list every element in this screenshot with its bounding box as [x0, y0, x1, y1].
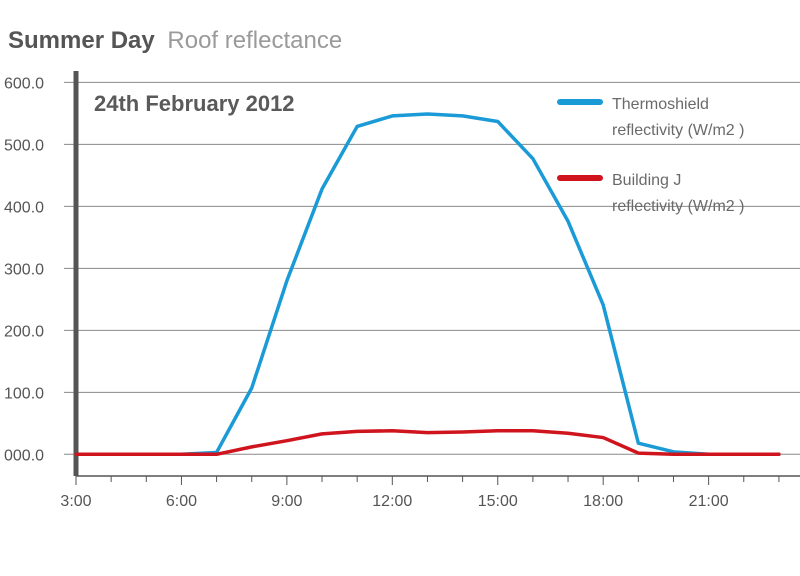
- y-tick-label: 500.0: [4, 137, 44, 154]
- x-axis-ticks: 3:00 6:00 9:00 12:00 15:00 18:00 21:00: [60, 476, 780, 510]
- x-tick-label: 18:00: [583, 493, 623, 510]
- y-tick-label: 200.0: [4, 323, 44, 340]
- series-line-thermoshield: [74, 112, 781, 457]
- chart-title: Summer Day Roof reflectance: [8, 27, 342, 54]
- legend-label: Thermoshield: [612, 96, 709, 113]
- chart-subtitle: Roof reflectance: [167, 27, 342, 54]
- axes: [73, 71, 800, 477]
- x-tick-label: 15:00: [478, 493, 518, 510]
- y-axis-ticks: 000.0 100.0 200.0 300.0 400.0 500.0 600.0: [4, 75, 44, 464]
- y-tick-label: 600.0: [4, 75, 44, 92]
- legend-label: reflectivity (W/m2 ): [612, 198, 744, 215]
- date-annotation: 24th February 2012: [94, 91, 295, 116]
- x-tick-label: 12:00: [372, 493, 412, 510]
- x-tick-label: 6:00: [166, 493, 197, 510]
- y-tick-label: 400.0: [4, 199, 44, 216]
- y-tick-label: 300.0: [4, 261, 44, 278]
- legend-label: reflectivity (W/m2 ): [612, 122, 744, 139]
- grid-lines: [64, 81, 800, 455]
- y-tick-label: 100.0: [4, 385, 44, 402]
- y-tick-label: 000.0: [4, 447, 44, 464]
- x-tick-label: 21:00: [689, 493, 729, 510]
- x-tick-label: 3:00: [60, 493, 91, 510]
- legend-label: Building J: [612, 172, 681, 189]
- series-lines: [74, 112, 781, 457]
- chart-title-main: Summer Day: [8, 27, 155, 54]
- x-tick-label: 9:00: [271, 493, 302, 510]
- legend: Thermoshield reflectivity (W/m2 ) Building…: [557, 96, 744, 215]
- series-line-building-j: [74, 429, 781, 457]
